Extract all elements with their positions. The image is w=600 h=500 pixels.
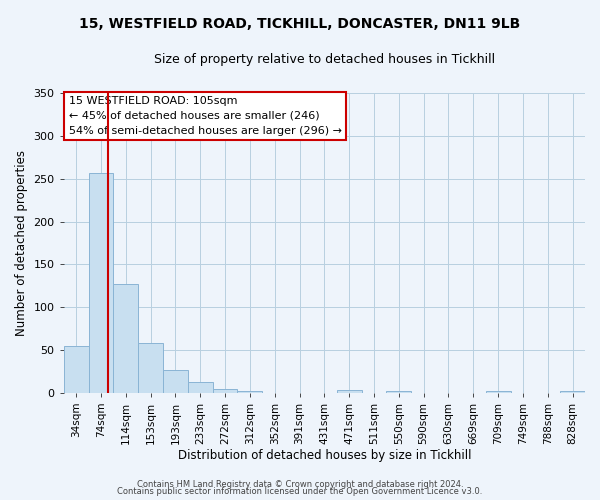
Y-axis label: Number of detached properties: Number of detached properties — [15, 150, 28, 336]
Bar — [560, 391, 585, 393]
Bar — [212, 388, 238, 393]
Text: 15 WESTFIELD ROAD: 105sqm
← 45% of detached houses are smaller (246)
54% of semi: 15 WESTFIELD ROAD: 105sqm ← 45% of detac… — [69, 96, 342, 136]
Bar — [113, 284, 138, 393]
Bar — [486, 391, 511, 393]
Text: 15, WESTFIELD ROAD, TICKHILL, DONCASTER, DN11 9LB: 15, WESTFIELD ROAD, TICKHILL, DONCASTER,… — [79, 18, 521, 32]
Text: Contains HM Land Registry data © Crown copyright and database right 2024.: Contains HM Land Registry data © Crown c… — [137, 480, 463, 489]
Bar — [337, 390, 362, 393]
Bar — [238, 391, 262, 393]
X-axis label: Distribution of detached houses by size in Tickhill: Distribution of detached houses by size … — [178, 450, 471, 462]
Bar — [89, 172, 113, 393]
Bar — [138, 343, 163, 393]
Bar — [188, 382, 212, 393]
Bar — [64, 346, 89, 393]
Text: Contains public sector information licensed under the Open Government Licence v3: Contains public sector information licen… — [118, 488, 482, 496]
Bar — [386, 391, 411, 393]
Bar — [163, 370, 188, 393]
Title: Size of property relative to detached houses in Tickhill: Size of property relative to detached ho… — [154, 52, 495, 66]
